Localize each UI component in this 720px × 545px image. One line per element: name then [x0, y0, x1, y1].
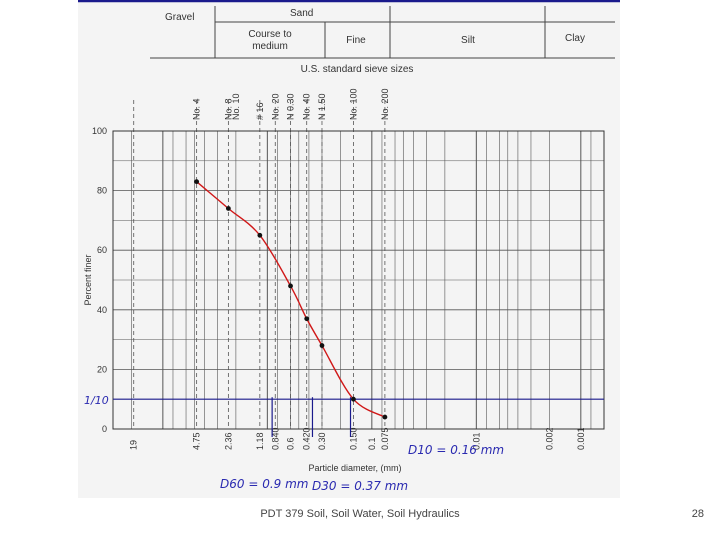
sand-label: Sand [290, 8, 313, 19]
x-tick-label: 0.840 [270, 427, 280, 450]
d60-annotation: D60 = 0.9 mm [220, 477, 308, 491]
clay-label: Clay [565, 33, 585, 44]
x-tick-label: 0.150 [348, 427, 358, 450]
sieve-label: No. 40 [302, 93, 312, 120]
y-tick-label: 80 [97, 186, 107, 196]
y-tick-label: 40 [97, 305, 107, 315]
data-point [304, 316, 310, 322]
coarse-to-medium-label-line2: medium [252, 41, 288, 52]
x-tick-label: 4.75 [192, 432, 202, 450]
x-tick-label: 0.002 [544, 427, 554, 450]
d30-annotation: D30 = 0.37 mm [312, 479, 408, 493]
y-axis-label: Percent finer [83, 254, 93, 305]
gradation-curve [196, 181, 386, 418]
x-tick-label: 0.01 [471, 432, 481, 450]
x-tick-label: 0.1 [367, 437, 377, 450]
fine-label: Fine [346, 35, 366, 46]
data-point [382, 414, 388, 420]
page-number: 28 [691, 508, 704, 520]
x-tick-label: 0.6 [286, 437, 296, 450]
data-point [319, 343, 325, 348]
sieve-label: No. 200 [380, 88, 390, 120]
y-tick-label: 60 [97, 245, 107, 255]
soil-classification-header [150, 6, 615, 59]
scan-background [78, 0, 620, 498]
sieve-label: No. 10 [231, 93, 241, 120]
x-tick-label: 0.420 [302, 427, 312, 450]
y-tick-labels: 0 20 40 60 80 100 [92, 126, 107, 434]
plot-frame [112, 130, 605, 430]
x-tick-label: 19 [129, 440, 139, 450]
x-tick-labels: 19 4.75 2.36 1.18 0.840 0.6 0.420 0.30 0.150 0.1 0… [129, 427, 586, 450]
slide-footer: PDT 379 Soil, Soil Water, Soil Hydraulic… [0, 504, 720, 528]
reference-lines [113, 397, 604, 437]
x-tick-label: 0.001 [576, 427, 586, 450]
sieve-label: N 1.50 [317, 93, 327, 120]
x-tick-label: 2.36 [223, 432, 233, 450]
data-point [194, 179, 200, 185]
gravel-label: Gravel [165, 12, 194, 23]
footer-title: PDT 379 Soil, Soil Water, Soil Hydraulic… [260, 508, 460, 520]
data-point [351, 396, 356, 402]
tenth-annotation: 1/10 [84, 394, 109, 407]
y-tick-label: 100 [92, 126, 107, 136]
sieve-label: # 16 [255, 102, 265, 120]
y-tick-label: 0 [102, 424, 107, 434]
coarse-to-medium-label-line1: Course to [248, 29, 292, 40]
x-tick-label: 1.18 [255, 432, 265, 450]
x-tick-label: 0.075 [380, 427, 390, 450]
x-tick-label: 0.30 [317, 432, 327, 450]
silt-label: Silt [461, 35, 475, 46]
sieve-sizes-title: U.S. standard sieve sizes [301, 64, 414, 75]
sieve-label: No. 100 [348, 88, 358, 120]
data-point [257, 232, 263, 238]
data-point [225, 206, 231, 211]
sieve-label: N 0.30 [286, 93, 296, 120]
sieve-label: No. 20 [270, 93, 280, 120]
d10-annotation: D10 = 0.16 mm [408, 443, 504, 457]
x-axis-label: Particle diameter, (mm) [308, 463, 401, 473]
data-points [194, 179, 388, 420]
data-point [288, 283, 293, 289]
y-tick-label: 20 [97, 364, 107, 374]
